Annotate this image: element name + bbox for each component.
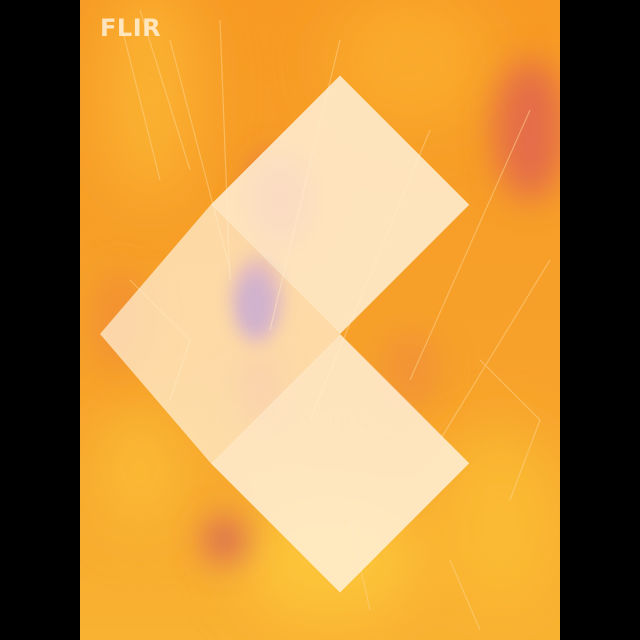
flir-logo-text: FLIR bbox=[100, 14, 162, 42]
letterbox-left bbox=[0, 0, 80, 640]
flir-logo: FLIR bbox=[100, 14, 470, 593]
letterbox-right bbox=[560, 0, 640, 640]
flir-logo-icon bbox=[100, 75, 470, 593]
thermal-image: FLIR bbox=[80, 0, 560, 640]
